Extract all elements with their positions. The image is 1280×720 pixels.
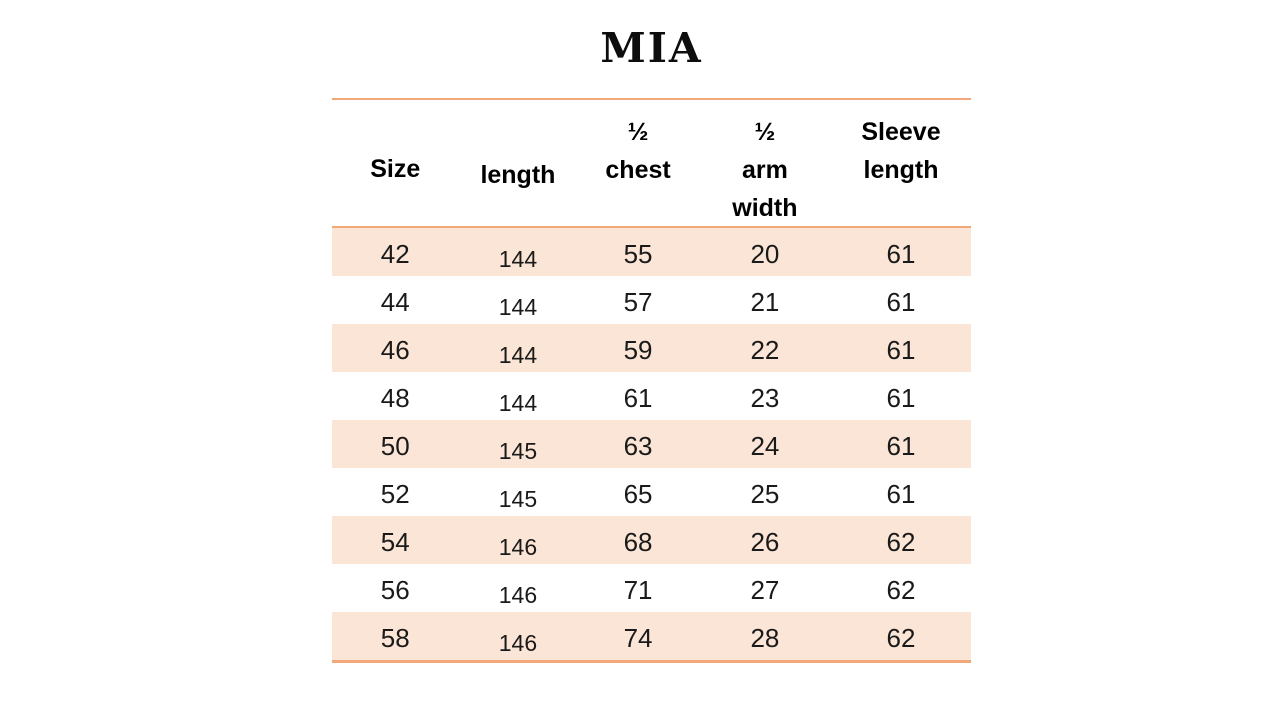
table-cell: 48 (380, 383, 410, 413)
table-cell: 146 (498, 534, 538, 560)
table-row: 58 146 74 28 62 (332, 612, 971, 660)
table-cell: 61 (886, 383, 916, 413)
header-cell-size: Size (370, 155, 421, 183)
table-cell: 52 (380, 479, 410, 509)
header-cell-length: length (480, 161, 556, 189)
table-cell: 62 (886, 623, 916, 653)
table-cell: 56 (380, 575, 410, 605)
table-row: 42 144 55 20 61 (332, 228, 971, 276)
header-cell-half-chest: ½ chest (605, 118, 671, 184)
table-cell: 61 (886, 431, 916, 461)
table-cell: 46 (380, 335, 410, 365)
header-cell-sleeve-length: Sleeve length (861, 118, 941, 184)
table-cell: 146 (498, 630, 538, 656)
table-cell: 55 (623, 239, 653, 269)
table-cell: 61 (886, 335, 916, 365)
table-body: 42 144 55 20 61 44 144 57 21 61 46 144 5… (332, 228, 971, 663)
table-cell: 59 (623, 335, 653, 365)
table-cell: 50 (380, 431, 410, 461)
table-cell: 65 (623, 479, 653, 509)
table-cell: 58 (380, 623, 410, 653)
header-cell-half-arm-width: ½ arm width (732, 118, 798, 222)
table-cell: 63 (623, 431, 653, 461)
table-cell: 26 (750, 527, 780, 557)
table-header-row: Size length ½ chest ½ arm width Sleeve l… (332, 98, 971, 228)
page-title: MIA (600, 24, 703, 72)
table-cell: 62 (886, 575, 916, 605)
table-cell: 62 (886, 527, 916, 557)
table-cell: 27 (750, 575, 780, 605)
size-chart-table: Size length ½ chest ½ arm width Sleeve l… (332, 98, 971, 663)
table-cell: 145 (498, 438, 538, 464)
table-cell: 20 (750, 239, 780, 269)
table-cell: 146 (498, 582, 538, 608)
table-cell: 74 (623, 623, 653, 653)
table-cell: 61 (886, 287, 916, 317)
table-cell: 61 (886, 479, 916, 509)
table-cell: 57 (623, 287, 653, 317)
table-row: 46 144 59 22 61 (332, 324, 971, 372)
table-cell: 144 (498, 246, 538, 272)
table-cell: 24 (750, 431, 780, 461)
table-cell: 22 (750, 335, 780, 365)
table-cell: 144 (498, 342, 538, 368)
table-cell: 42 (380, 239, 410, 269)
table-cell: 54 (380, 527, 410, 557)
table-cell: 23 (750, 383, 780, 413)
table-cell: 61 (623, 383, 653, 413)
table-row: 56 146 71 27 62 (332, 564, 971, 612)
table-row: 48 144 61 23 61 (332, 372, 971, 420)
table-row: 50 145 63 24 61 (332, 420, 971, 468)
table-cell: 144 (498, 294, 538, 320)
table-cell: 145 (498, 486, 538, 512)
table-cell: 61 (886, 239, 916, 269)
table-row: 52 145 65 25 61 (332, 468, 971, 516)
table-cell: 144 (498, 390, 538, 416)
table-row: 44 144 57 21 61 (332, 276, 971, 324)
table-row: 54 146 68 26 62 (332, 516, 971, 564)
table-cell: 25 (750, 479, 780, 509)
table-cell: 28 (750, 623, 780, 653)
table-cell: 21 (750, 287, 780, 317)
table-cell: 71 (623, 575, 653, 605)
table-cell: 68 (623, 527, 653, 557)
table-cell: 44 (380, 287, 410, 317)
